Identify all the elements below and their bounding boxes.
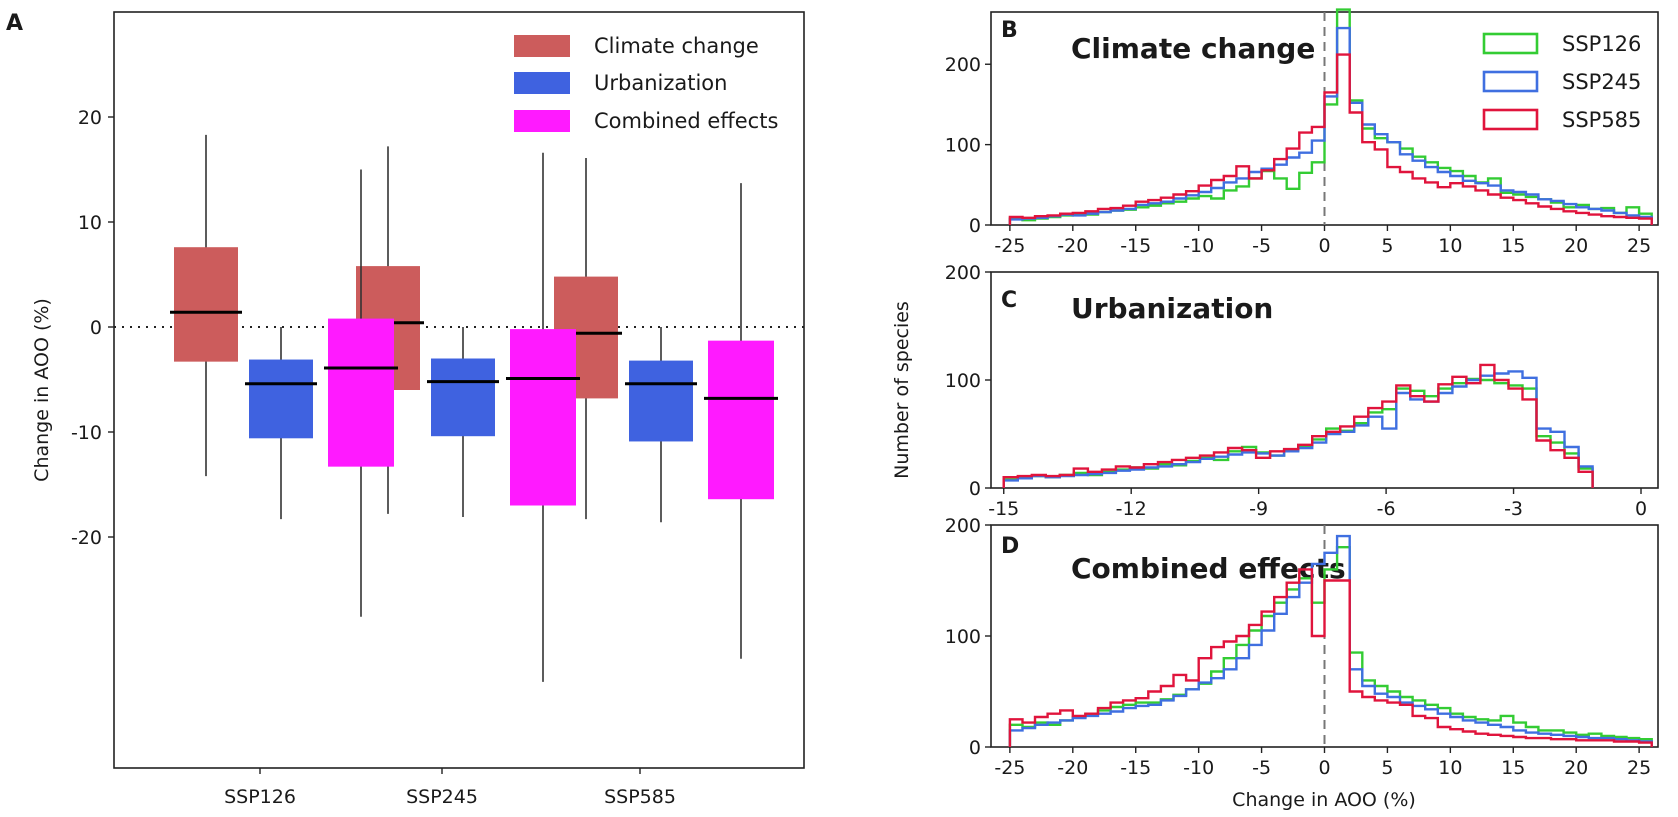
y-tick-label: 200: [945, 54, 981, 76]
histogram-series-ssp585: [1002, 363, 1594, 488]
x-tick-label: SSP585: [604, 786, 676, 808]
x-tick-label: -12: [1116, 498, 1147, 520]
panel-a-y-ticks: 20 10 0 -10 -20: [71, 107, 114, 549]
y-tick-label: 0: [969, 737, 981, 759]
x-tick-label: 25: [1627, 235, 1651, 257]
x-tick-label: -10: [1183, 757, 1214, 779]
histogram-series-ssp245: [1002, 370, 1594, 488]
x-tick-label: 0: [1318, 757, 1330, 779]
box-urbanization-ssp585: [625, 327, 697, 523]
box-iqr: [708, 340, 774, 500]
box-urbanization-ssp126: [245, 327, 317, 520]
x-tick-label: -15: [1120, 757, 1151, 779]
x-tick-label: -20: [1057, 235, 1088, 257]
histogram-b: 0 100 200 -25 -20 -15 -10 -5 0 5 10 15 20 25: [945, 8, 1653, 257]
legend-a: Climate change Urbanization Combined eff…: [514, 34, 778, 133]
x-tick-label: 25: [1627, 757, 1651, 779]
y-tick-label: 10: [78, 212, 102, 234]
box-iqr: [174, 247, 238, 362]
box-iqr: [431, 358, 495, 437]
panel-d-x-label: Change in AOO (%): [1232, 789, 1416, 811]
panel-c-title: Urbanization: [1071, 292, 1273, 325]
x-tick-label: 20: [1564, 235, 1588, 257]
x-tick-label: -6: [1377, 498, 1396, 520]
legend-label-climate-change: Climate change: [594, 34, 759, 58]
box-iqr: [249, 359, 313, 439]
y-tick-label: -20: [71, 527, 102, 549]
legend-swatch-urbanization: [514, 72, 570, 94]
x-tick-label: -10: [1183, 235, 1214, 257]
x-tick-label: SSP245: [406, 786, 478, 808]
y-tick-label: 20: [78, 107, 102, 129]
y-tick-label: 100: [945, 135, 981, 157]
y-tick-label: 0: [969, 478, 981, 500]
x-tick-label: -25: [994, 235, 1025, 257]
panel-a-frame: [113, 11, 805, 769]
legend-label-ssp245: SSP245: [1562, 70, 1641, 94]
panel-b-title: Climate change: [1071, 32, 1315, 65]
histogram-c: 0 100 200 -15 -12 -9 -6 -3 0: [945, 262, 1647, 520]
panel-label-d: D: [1001, 534, 1019, 559]
y-tick-label: 200: [945, 262, 981, 284]
box-iqr: [328, 318, 394, 467]
box-combined-effects-ssp126: [324, 169, 398, 617]
box-urbanization-ssp245: [427, 327, 499, 518]
panel-label-c: C: [1001, 288, 1017, 313]
x-tick-label: -15: [1120, 235, 1151, 257]
panel-label-a: A: [6, 11, 23, 36]
box-iqr: [510, 329, 576, 506]
box-combined-effects-ssp245: [506, 152, 580, 682]
x-tick-label: -5: [1252, 757, 1271, 779]
histogram-series-ssp585: [1008, 53, 1653, 225]
histogram-series-ssp245: [1008, 534, 1653, 747]
box-plots: [170, 134, 778, 682]
x-tick-label: -5: [1252, 235, 1271, 257]
x-tick-label: 15: [1501, 235, 1525, 257]
x-tick-label: 10: [1438, 235, 1462, 257]
x-tick-label: -3: [1504, 498, 1523, 520]
box-iqr: [629, 360, 693, 442]
x-tick-label: SSP126: [224, 786, 296, 808]
x-tick-label: 5: [1381, 757, 1393, 779]
legend-b: SSP126 SSP245 SSP585: [1482, 32, 1641, 132]
panel-a-x-ticks: SSP126 SSP245 SSP585: [224, 768, 676, 808]
x-tick-label: 0: [1318, 235, 1330, 257]
legend-swatch-ssp585: [1482, 108, 1539, 131]
legend-label-ssp585: SSP585: [1562, 108, 1641, 132]
legend-label-urbanization: Urbanization: [594, 71, 727, 95]
x-tick-label: -15: [988, 498, 1019, 520]
legend-label-combined-effects: Combined effects: [594, 109, 778, 133]
x-tick-label: 5: [1381, 235, 1393, 257]
legend-swatch-ssp245: [1482, 70, 1539, 93]
y-tick-label: 100: [945, 370, 981, 392]
histogram-series-ssp245: [1008, 26, 1653, 225]
box-climate-change-ssp126: [170, 134, 242, 477]
x-tick-label: 0: [1635, 498, 1647, 520]
y-tick-label: 100: [945, 626, 981, 648]
legend-swatch-combined-effects: [514, 110, 570, 132]
x-tick-label: 20: [1564, 757, 1588, 779]
legend-label-ssp126: SSP126: [1562, 32, 1641, 56]
legend-swatch-ssp126: [1482, 32, 1539, 55]
number-of-species-label: Number of species: [891, 301, 913, 479]
box-combined-effects-ssp585: [704, 183, 778, 659]
histogram-series-ssp585: [1008, 568, 1653, 747]
x-tick-label: 10: [1438, 757, 1462, 779]
y-tick-label: 0: [90, 317, 102, 339]
y-tick-label: 200: [945, 515, 981, 537]
legend-swatch-climate-change: [514, 35, 570, 57]
y-tick-label: -10: [71, 422, 102, 444]
x-tick-label: -9: [1249, 498, 1268, 520]
x-tick-label: -20: [1057, 757, 1088, 779]
panel-a-y-label: Change in AOO (%): [31, 298, 53, 482]
x-tick-label: -25: [994, 757, 1025, 779]
x-tick-label: 15: [1501, 757, 1525, 779]
panel-label-b: B: [1001, 18, 1018, 43]
y-tick-label: 0: [969, 215, 981, 237]
histogram-d: 0 100 200 -25 -20 -15 -10 -5 0 5 10 15 20 25: [945, 515, 1653, 779]
